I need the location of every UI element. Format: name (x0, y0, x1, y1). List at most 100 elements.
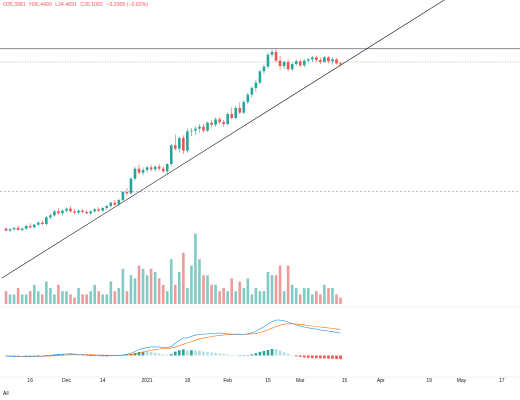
volume-bar-down (157, 278, 161, 304)
macd-histogram-bar (157, 353, 161, 356)
volume-bar-up (8, 294, 12, 304)
candle-body (109, 202, 113, 206)
x-tick-label: 17 (499, 378, 505, 384)
macd-histogram-bar (306, 355, 310, 358)
volume-bar-up (12, 294, 16, 304)
candle-body (306, 59, 310, 61)
macd-histogram-bar (69, 354, 72, 356)
volume-bar-down (81, 294, 84, 304)
candle-down (73, 208, 76, 214)
macd-histogram-bar (286, 353, 290, 356)
candle-down (230, 107, 234, 120)
candle-up (145, 166, 149, 173)
candle-up (323, 56, 326, 63)
candle-body (323, 57, 326, 62)
candle-body (117, 200, 121, 205)
volume-bar-up (226, 291, 229, 304)
candle-up (282, 60, 286, 70)
candle-body (246, 94, 250, 102)
candle-body (16, 228, 20, 230)
candle-up (262, 64, 266, 74)
candle-body (125, 192, 129, 194)
candle-up (105, 204, 109, 210)
macd-histogram-bar (331, 355, 334, 359)
macd-histogram-bar (182, 349, 185, 356)
trendline-layer[interactable] (1, 0, 520, 279)
candle-body (32, 224, 36, 228)
candle-up (190, 128, 193, 136)
candle-body (190, 130, 193, 132)
volume-bar-down (57, 284, 60, 304)
macd-histogram-bar (311, 355, 314, 359)
volume-bar-up (61, 291, 64, 304)
candle-up (45, 216, 48, 226)
candle-up (194, 126, 197, 135)
macd-histogram-bar (194, 350, 197, 356)
volume-bar-up (36, 291, 40, 304)
range-all-button[interactable]: All (3, 391, 9, 397)
volume-bar-down (339, 297, 342, 304)
volume-bar-up (198, 259, 201, 304)
candle-body (262, 66, 266, 72)
candle-up (53, 210, 56, 217)
macd-histogram-bar (254, 353, 258, 356)
candle-body (153, 166, 157, 170)
candle-body (319, 60, 322, 62)
candle-up (311, 56, 314, 62)
legend-high: H36.4490 (29, 2, 52, 8)
macd-histogram-bar (230, 354, 234, 356)
volume-bar-up (65, 291, 68, 304)
trendline (1, 0, 445, 279)
candle-body (61, 210, 64, 214)
candle-body (8, 229, 12, 231)
candle-up (266, 52, 270, 69)
candle-body (234, 108, 238, 118)
candle-down (4, 227, 8, 232)
candle-up (49, 213, 52, 220)
candle-body (65, 208, 68, 211)
macd-histogram-bar (149, 352, 153, 356)
candle-body (149, 167, 153, 170)
candle-down (81, 208, 84, 214)
volume-bar-down (298, 294, 302, 304)
candle-body (230, 114, 234, 118)
candle-body (133, 168, 137, 179)
candle-body (282, 62, 286, 66)
macd-histogram-bar (169, 354, 173, 356)
volume-bar-up (242, 288, 246, 304)
volume-bar-up (24, 294, 28, 304)
volume-bar-up (141, 268, 145, 304)
candle-body (157, 166, 161, 169)
horizontal-lines[interactable] (0, 48, 520, 192)
volume-bar-down (149, 268, 153, 304)
macd-histogram-bar (173, 351, 177, 356)
candle-down (97, 207, 101, 212)
candle-up (121, 190, 125, 202)
volume-bar-up (246, 278, 250, 304)
candle-down (218, 117, 221, 124)
volume-bar-down (238, 281, 242, 304)
candle-body (49, 215, 52, 218)
macd-histogram-bar (57, 354, 60, 356)
candle-up (206, 121, 209, 132)
macd-histogram-bar (302, 355, 306, 358)
candle-body (101, 208, 105, 211)
macd-histogram-bar (89, 355, 92, 357)
candle-up (214, 117, 217, 127)
candle-up (270, 49, 274, 58)
macd-histogram-bar (226, 354, 229, 356)
macd-histogram-bar (214, 352, 217, 356)
volume-bar-up (165, 291, 169, 304)
volume-bar-up (190, 265, 193, 304)
candle-body (97, 209, 101, 211)
macd-histogram-bar (206, 352, 209, 356)
candle-up (178, 136, 181, 153)
candle-body (165, 164, 169, 172)
macd-histogram-bar (323, 355, 326, 359)
volume-bar-down (28, 291, 32, 304)
candle-up (165, 163, 169, 176)
x-tick-label: Mar (296, 378, 305, 384)
candle-body (73, 211, 76, 213)
candle-body (331, 59, 334, 62)
